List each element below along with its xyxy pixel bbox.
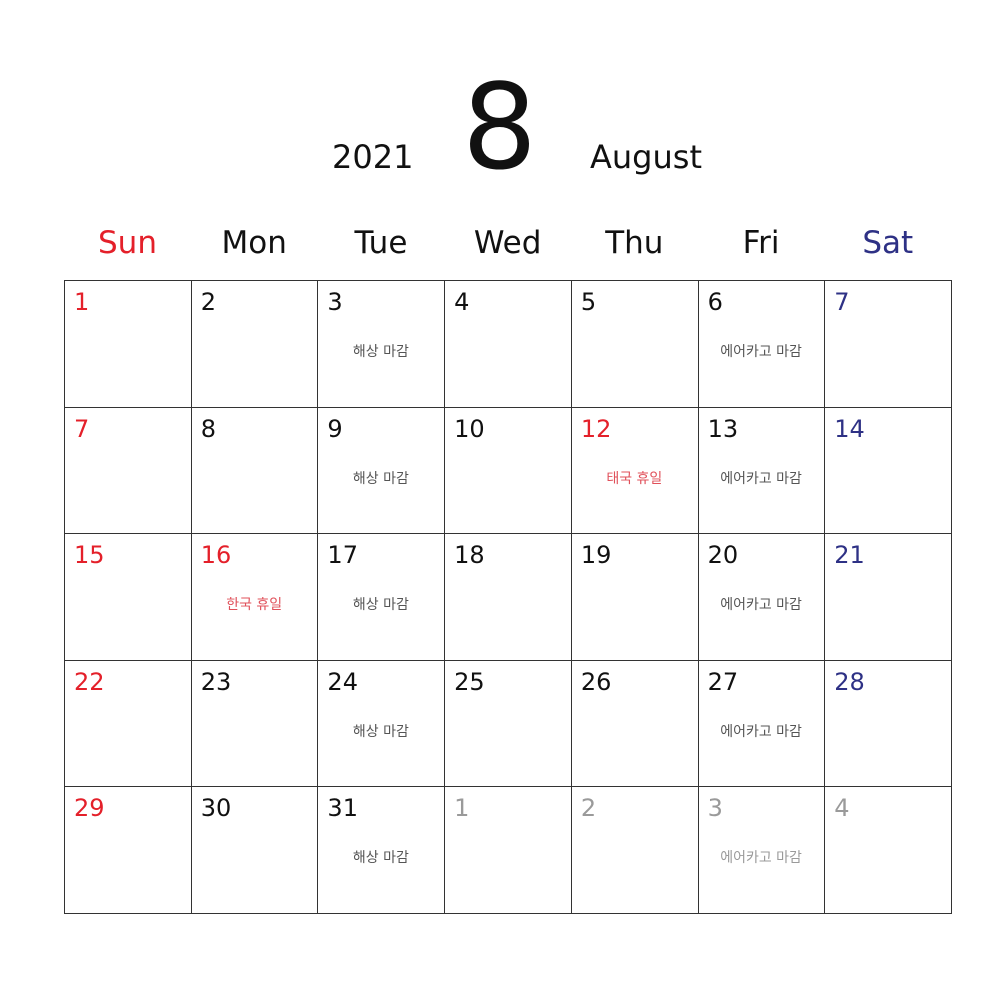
day-number: 5	[580, 288, 597, 316]
day-number: 2	[200, 288, 216, 316]
weekday-label: Thu	[605, 225, 664, 261]
day-note: 태국 휴일	[606, 470, 663, 487]
weekday-label: Fri	[742, 225, 780, 261]
day-number: 16	[200, 541, 232, 570]
day-number: 26	[580, 667, 612, 696]
weekday-label: Sat	[862, 225, 914, 261]
weekday-label: Tue	[354, 225, 408, 261]
day-number: 28	[834, 667, 865, 696]
day-number: 8	[200, 414, 216, 443]
day-number: 7	[834, 288, 850, 316]
day-number: 21	[834, 541, 865, 570]
year: 2021	[332, 138, 414, 176]
day-number: 10	[454, 414, 485, 443]
day-note: 에어카고 마감	[720, 597, 802, 614]
day-note: 해상 마감	[352, 470, 409, 487]
day-note: 한국 휴일	[226, 597, 283, 614]
day-number: 2	[580, 794, 597, 823]
weekday-label: Sun	[98, 225, 157, 261]
day-note: 에어카고 마감	[720, 850, 802, 867]
day-number: 14	[834, 414, 865, 443]
month-name: August	[590, 138, 702, 176]
day-number: 20	[707, 541, 739, 570]
day-number: 7	[74, 414, 90, 443]
day-number: 18	[454, 541, 485, 570]
day-note: 해상 마감	[352, 597, 409, 614]
day-number: 4	[834, 794, 850, 823]
day-note: 에어카고 마감	[720, 344, 802, 360]
day-number: 12	[580, 414, 612, 443]
day-number: 13	[707, 414, 739, 443]
day-number: 9	[327, 414, 343, 443]
day-number: 6	[707, 288, 723, 316]
day-number: 24	[327, 667, 358, 696]
month-number: 8	[462, 58, 538, 196]
day-number: 19	[580, 541, 612, 570]
day-number: 30	[200, 794, 232, 823]
day-number: 31	[327, 794, 358, 823]
day-note: 해상 마감	[352, 850, 409, 867]
day-number: 3	[327, 288, 343, 316]
day-number: 1	[74, 288, 90, 316]
day-cell	[824, 786, 952, 914]
day-note: 에어카고 마감	[720, 470, 802, 487]
day-number: 27	[707, 667, 739, 696]
weekday-label: Mon	[221, 225, 287, 261]
weekday-label: Wed	[473, 225, 542, 261]
day-number: 17	[327, 541, 358, 570]
day-number: 1	[454, 794, 470, 823]
day-number: 4	[454, 288, 470, 316]
day-note: 에어카고 마감	[720, 723, 802, 740]
day-note: 해상 마감	[352, 723, 409, 740]
day-number: 23	[200, 667, 232, 696]
day-number: 25	[454, 667, 485, 696]
day-number: 22	[74, 667, 105, 696]
day-number: 29	[74, 794, 105, 823]
day-number: 15	[74, 541, 105, 570]
day-note: 해상 마감	[352, 344, 409, 360]
day-number: 3	[707, 794, 723, 823]
